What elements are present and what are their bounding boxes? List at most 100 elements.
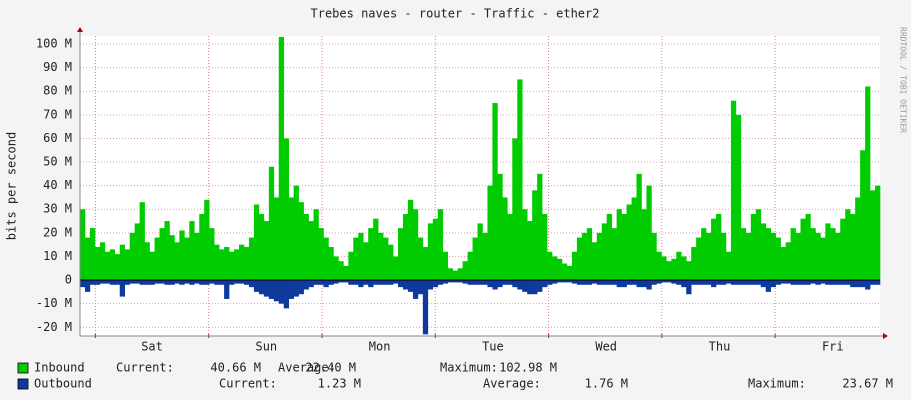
area-segment [795,232,801,281]
area-segment [790,280,796,285]
area-segment [785,280,791,284]
legend-stat-label: Current: [219,377,277,391]
area-segment [581,232,588,281]
area-segment [527,280,533,295]
area-segment [174,242,180,281]
area-segment [631,280,637,285]
area-segment [482,232,488,281]
area-segment [656,280,662,284]
area-segment [795,280,801,285]
area-segment [870,280,876,285]
area-segment [820,280,826,284]
area-segment [293,280,299,297]
area-segment [328,247,334,281]
area-segment [780,280,786,284]
legend-stat-value: 40.66 M [210,361,261,375]
area-segment [328,280,334,285]
area-segment [840,280,846,285]
area-segment [84,280,91,292]
area-segment [696,237,702,281]
area-segment [691,280,697,285]
area-segment [805,213,811,281]
area-segment [735,114,742,281]
y-axis-arrow [77,27,83,32]
area-segment [383,280,389,285]
area-segment [283,138,289,281]
area-segment [566,265,573,281]
area-segment [358,280,364,288]
area-segment [432,218,439,281]
y-tick-label: -10 M [36,296,72,310]
area-segment [512,138,518,281]
x-tick-label: Sun [255,340,277,354]
x-tick-label: Mon [369,340,391,354]
area-segment [184,237,190,281]
area-segment [671,258,677,281]
area-segment [855,280,861,288]
area-segment [388,244,394,281]
area-segment [750,280,757,285]
area-segment [164,221,170,281]
area-segment [452,280,458,283]
legend-stat-value: 1.23 M [318,377,361,391]
area-segment [234,249,240,281]
area-segment [606,280,612,285]
area-segment [512,280,518,288]
area-segment [134,223,140,281]
area-segment [532,190,538,281]
area-segment [611,280,617,285]
area-segment [437,280,444,285]
area-segment [94,280,101,285]
area-segment [566,280,573,283]
area-segment [591,242,598,281]
area-segment [790,228,796,281]
area-segment [293,185,299,281]
area-segment [800,218,806,281]
area-segment [253,280,260,292]
area-segment [507,280,513,285]
area-segment [676,251,682,281]
area-segment [219,280,225,285]
area-segment [785,242,791,281]
area-segment [407,280,414,292]
area-segment [810,228,816,281]
y-tick-label: 0 [65,273,72,287]
area-segment [626,280,632,285]
area-segment [427,223,434,281]
area-segment [800,280,806,285]
area-segment [621,213,627,281]
area-segment [179,230,185,281]
area-segment [278,280,285,304]
area-segment [850,213,856,281]
area-segment [681,280,687,288]
area-segment [487,185,493,281]
area-segment [875,280,881,285]
area-segment [144,242,150,281]
area-segment [686,261,692,281]
area-segment [830,280,836,285]
area-segment [561,263,568,281]
area-segment [104,251,111,281]
area-segment [755,280,762,285]
area-segment [537,173,543,281]
area-segment [547,251,553,281]
area-segment [129,232,135,281]
area-segment [725,280,732,284]
area-segment [681,256,687,281]
area-segment [303,213,309,281]
legend-stat-label: Current: [116,361,174,375]
area-segment [383,237,389,281]
area-segment [716,213,722,281]
area-segment [522,280,528,292]
area-segment [333,256,339,281]
chart-title: Trebes naves - router - Traffic - ether2 [311,7,600,21]
area-segment [199,213,205,281]
area-segment [149,251,155,281]
area-segment [422,280,429,335]
area-segment [621,280,627,288]
area-segment [467,251,473,281]
area-segment [248,280,255,288]
area-segment [248,237,255,281]
area-segment [482,280,488,285]
area-segment [199,280,205,285]
